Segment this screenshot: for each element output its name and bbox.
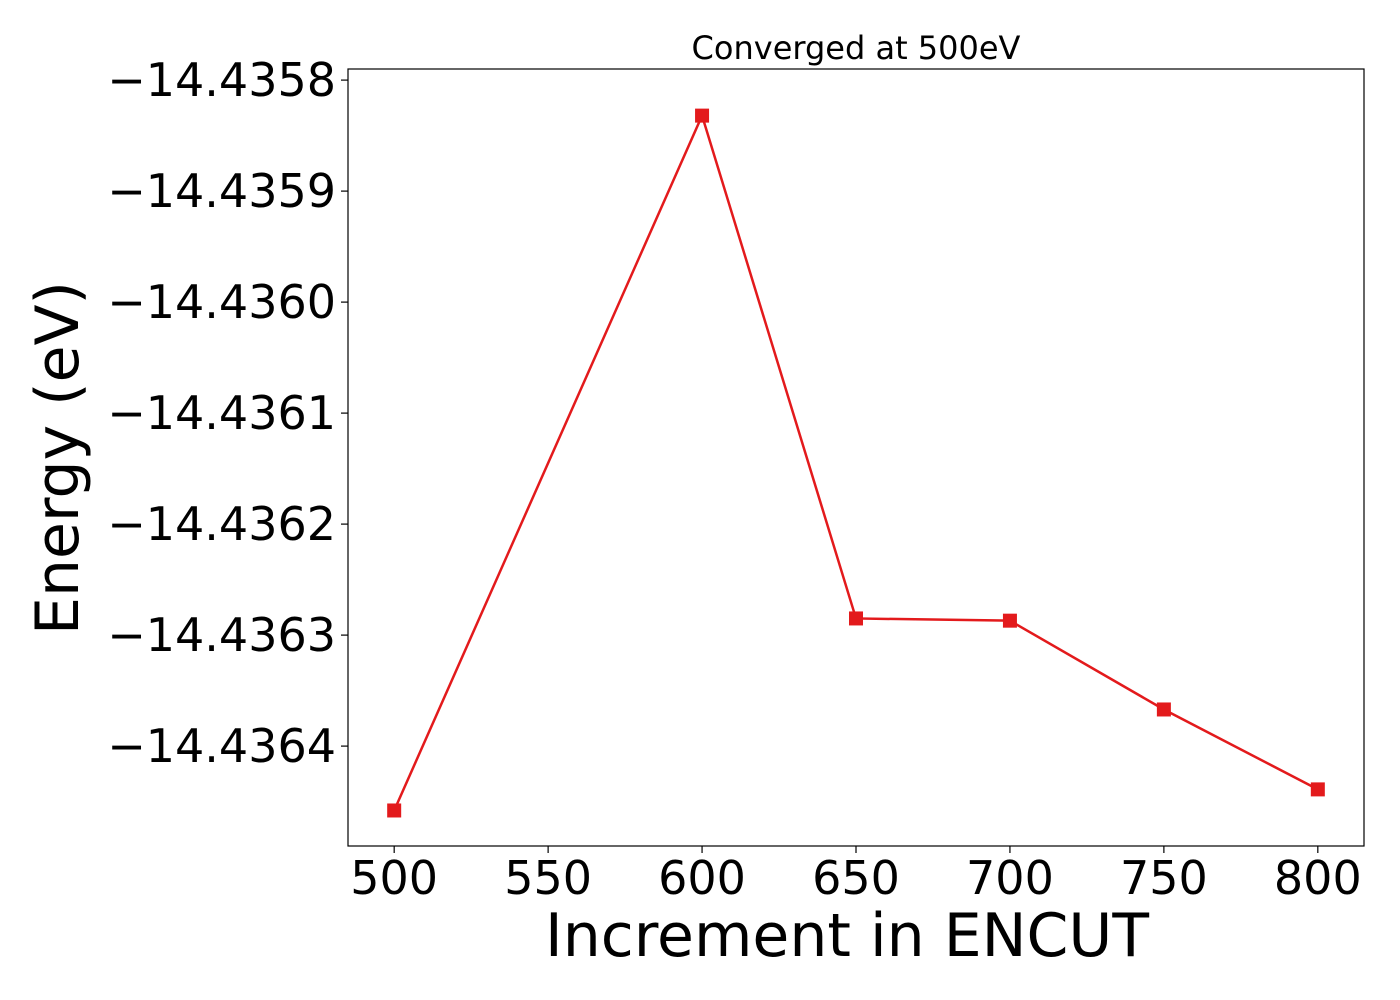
y-tick-label: −14.4363 [107,608,336,662]
data-point-marker [1002,613,1017,628]
y-tick-label: −14.4360 [107,275,336,329]
x-tick-label: 750 [1120,851,1208,905]
chart-title: Converged at 500eV [692,29,1021,67]
x-tick-label: 550 [504,851,592,905]
y-axis-ticks: −14.4358 −14.4359 −14.4360 −14.4361 −14.4362… [107,53,348,773]
data-point-marker [387,803,402,818]
plot-area-frame [347,68,1365,847]
y-tick-label: −14.4359 [107,164,336,218]
x-axis-label: Increment in ENCUT [545,901,1149,971]
series-line-energy [393,112,1319,811]
y-axis-label: Energy (eV) [23,281,93,635]
y-tick-label: −14.4358 [107,53,336,107]
data-point-marker [1310,782,1325,797]
data-point-marker [695,108,710,123]
x-tick-label: 800 [1274,851,1362,905]
y-tick-label: −14.4362 [107,497,336,551]
x-tick-label: 500 [350,851,438,905]
x-tick-label: 650 [812,851,900,905]
series-markers [387,108,1325,818]
x-tick-label: 700 [966,851,1054,905]
x-tick-label: 600 [658,851,746,905]
data-point-marker [1156,702,1171,717]
y-tick-label: −14.4361 [107,386,336,440]
y-tick-label: −14.4364 [107,719,336,773]
data-point-marker [849,611,863,626]
x-axis-ticks: 500 550 600 650 700 750 800 [350,846,1362,905]
